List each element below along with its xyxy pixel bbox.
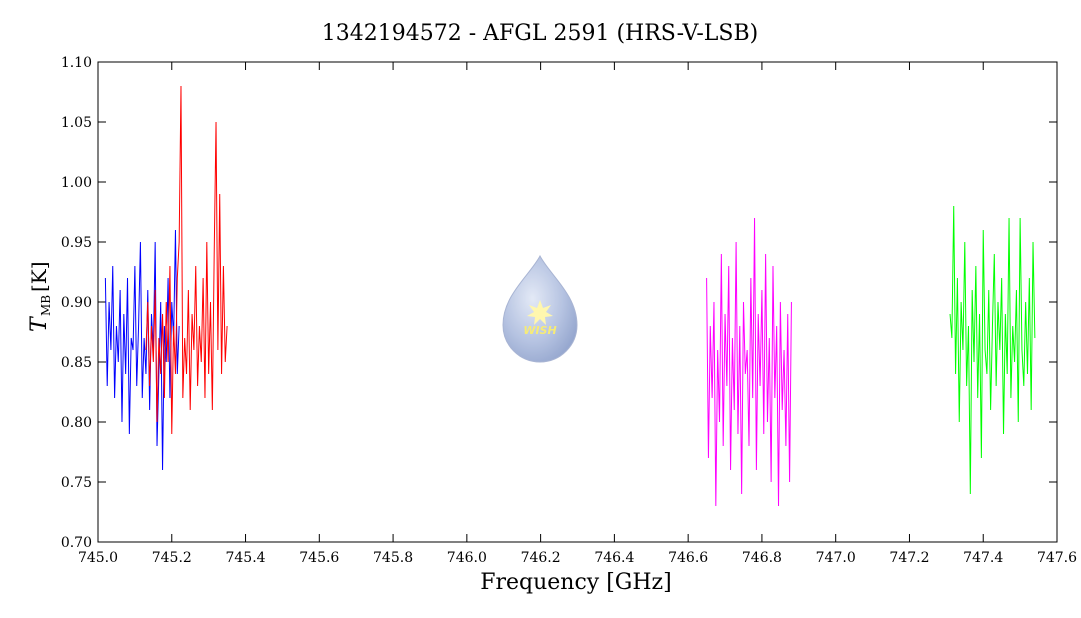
- x-tick-label: 745.2: [152, 550, 192, 566]
- x-tick-label: 745.4: [225, 550, 265, 566]
- x-tick-label: 747.4: [963, 550, 1003, 566]
- chart-title: 1342194572 - AFGL 2591 (HRS-V-LSB): [322, 21, 758, 46]
- series-line: [949, 205, 1036, 495]
- y-axis-label: T MB [K]: [27, 261, 53, 332]
- x-tick-label: 746.2: [521, 550, 561, 566]
- logo-star: [527, 300, 553, 325]
- y-tick-label: 0.85: [61, 355, 92, 371]
- x-tick-label: 746.0: [447, 550, 487, 566]
- series-line: [706, 217, 792, 507]
- x-tick-label: 745.0: [78, 550, 118, 566]
- y-label-subscript: MB: [39, 295, 53, 316]
- x-tick-label: 745.6: [299, 550, 339, 566]
- y-tick-label: 0.70: [61, 535, 92, 551]
- y-label-main: T: [27, 315, 52, 332]
- x-tick-label: 746.8: [742, 550, 782, 566]
- plot-frame: [97, 61, 1058, 543]
- x-tick-label: 747.2: [889, 550, 929, 566]
- x-tick-label: 747.0: [816, 550, 856, 566]
- y-tick-label: 1.05: [61, 115, 92, 131]
- y-tick-label: 1.00: [61, 175, 92, 191]
- x-tick-label: 745.8: [373, 550, 413, 566]
- y-tick-label: 0.75: [61, 475, 92, 491]
- y-tick-label: 0.90: [61, 295, 92, 311]
- x-tick-label: 746.4: [594, 550, 634, 566]
- logo: WISH: [502, 254, 578, 363]
- logo-text: WISH: [523, 324, 556, 337]
- series-line: [145, 85, 228, 435]
- y-tick-label: 1.10: [61, 55, 92, 71]
- y-tick-label: 0.80: [61, 415, 92, 431]
- x-tick-label: 747.6: [1037, 550, 1077, 566]
- y-tick-label: 0.95: [61, 235, 92, 251]
- y-label-unit: [K]: [27, 261, 51, 292]
- x-tick-label: 746.6: [668, 550, 708, 566]
- x-axis-label: Frequency [GHz]: [480, 570, 672, 595]
